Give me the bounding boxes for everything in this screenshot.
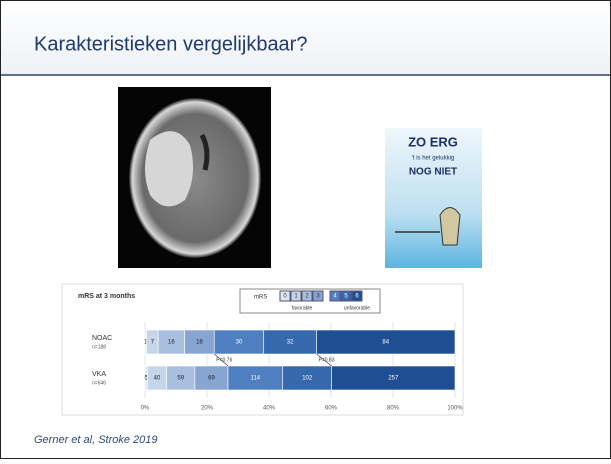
segment-label: 40 — [154, 376, 161, 382]
category-note: n=188 — [92, 344, 106, 350]
connector — [214, 353, 229, 367]
legend-label: 5 — [344, 294, 348, 300]
annotation: P=0.76 — [216, 357, 232, 363]
legend-label: 1 — [294, 294, 298, 300]
bar-segment — [331, 365, 456, 391]
cartoon-text: 't is het gelukkig — [412, 156, 455, 162]
legend-swatch — [312, 290, 324, 302]
x-tick-label: 60% — [325, 406, 338, 412]
bar-segment — [227, 365, 284, 391]
bar-segment — [316, 329, 456, 355]
legend-swatch — [301, 290, 313, 302]
cartoon-text: ZO ERG — [408, 134, 458, 149]
segment-label: 5 — [145, 376, 149, 382]
segment-label: 69 — [208, 376, 215, 382]
category-label: VKA — [92, 371, 106, 378]
segment-label: 32 — [287, 340, 294, 346]
category-note: n=646 — [92, 380, 106, 386]
bar-segment — [166, 365, 196, 391]
x-tick-label: 80% — [387, 406, 400, 412]
title-band — [1, 1, 610, 75]
bar-segment — [213, 329, 265, 355]
segment-label: 16 — [168, 340, 175, 346]
legend-label: 6 — [355, 294, 359, 300]
slide-title: Karakteristieken vergelijkbaar? — [34, 33, 307, 55]
legend-label: 3 — [316, 294, 320, 300]
connector — [316, 353, 332, 367]
bar-segment — [194, 365, 229, 391]
legend-label: 2 — [305, 294, 309, 300]
segment-label: 30 — [236, 340, 243, 346]
bar-segment — [157, 329, 185, 355]
legend-title: mRS — [254, 295, 267, 301]
category-label: NOAC — [92, 335, 112, 342]
segment-label: 114 — [251, 376, 261, 382]
segment-label: 7 — [151, 340, 155, 346]
x-tick-label: 40% — [263, 406, 276, 412]
segment-label: 257 — [388, 376, 399, 382]
segment-label: 18 — [196, 340, 203, 346]
x-tick-label: 100% — [447, 406, 463, 412]
annotation: P=0.83 — [318, 357, 334, 363]
segment-label: 84 — [382, 340, 389, 346]
legend-swatch — [329, 290, 341, 302]
legend-swatch — [279, 290, 291, 302]
legend-swatch — [340, 290, 352, 302]
legend-label: 0 — [283, 294, 287, 300]
x-tick-label: 0% — [141, 406, 150, 412]
x-tick-label: 20% — [201, 406, 214, 412]
cartoon — [385, 128, 482, 268]
chart-title: mRS at 3 months — [78, 293, 135, 300]
segment-label: 1 — [144, 340, 148, 346]
legend-group: unfavorable — [344, 305, 370, 311]
cartoon-text: NOG NIET — [409, 167, 457, 178]
citation: Gerner et al, Stroke 2019 — [34, 434, 158, 446]
legend-group: favorable — [292, 305, 313, 311]
legend-swatch — [290, 290, 302, 302]
legend-swatch — [351, 290, 363, 302]
segment-label: 59 — [177, 376, 184, 382]
legend-label: 4 — [333, 294, 337, 300]
ct-scan — [118, 87, 271, 268]
segment-label: 102 — [302, 376, 313, 382]
